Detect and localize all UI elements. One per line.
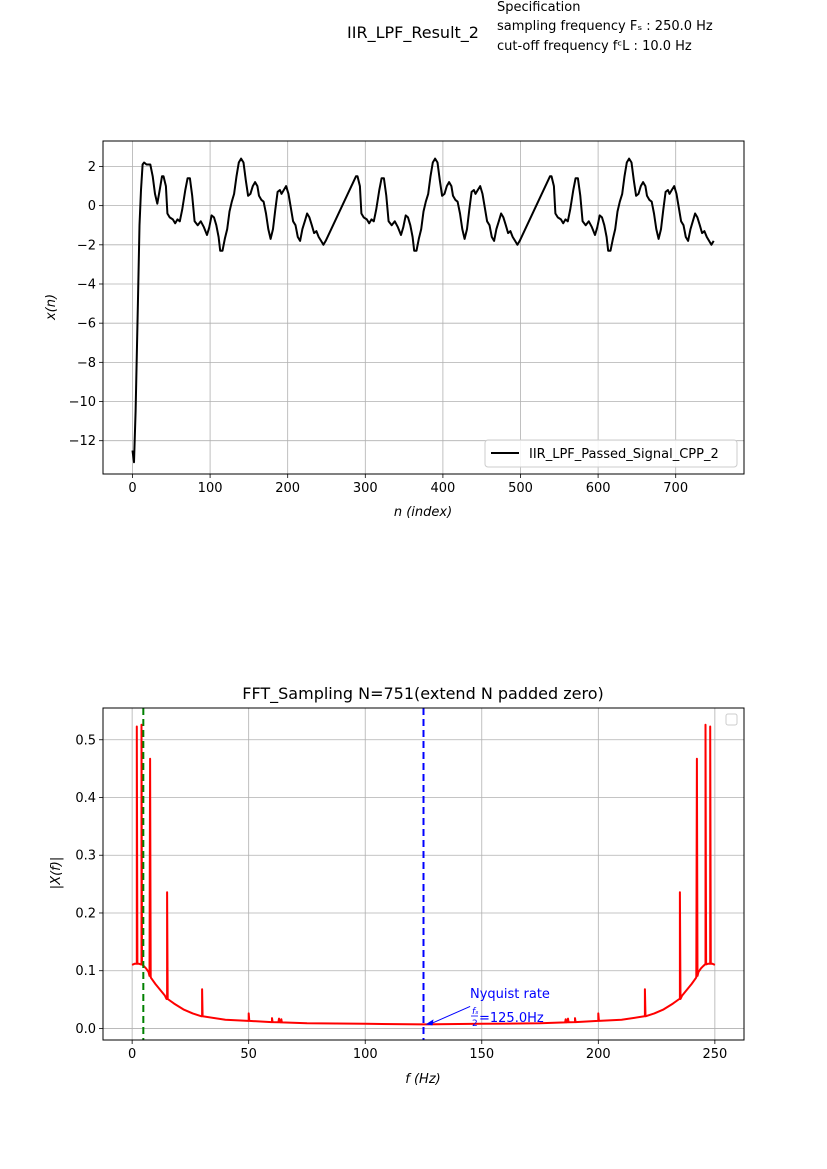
time-plot-ytick-label: −8 bbox=[77, 356, 96, 371]
time-plot-legend: IIR_LPF_Passed_Signal_CPP_2 bbox=[485, 440, 737, 467]
nyquist-annotation-value: =125.0Hz bbox=[479, 1011, 544, 1026]
spec-line-3: cut-off frequency fᶜL : 10.0 Hz bbox=[497, 39, 692, 54]
time-plot-xtick-label: 500 bbox=[508, 481, 533, 496]
figure-suptitle: IIR_LPF_Result_2 bbox=[347, 23, 479, 43]
fft-plot-ytick-label: 0.4 bbox=[75, 791, 96, 806]
time-plot-ytick-label: −4 bbox=[77, 277, 96, 292]
time-plot-xtick-label: 400 bbox=[430, 481, 455, 496]
time-plot-ytick-label: −12 bbox=[69, 434, 96, 449]
fft-plot-xtick-label: 250 bbox=[702, 1047, 727, 1062]
fft-plot-ytick-label: 0.2 bbox=[75, 906, 96, 921]
nyquist-annotation-frac-den: 2 bbox=[472, 1019, 478, 1029]
nyquist-annotation-frac-num: fₛ bbox=[472, 1007, 479, 1017]
fft-plot-ytick-label: 0.3 bbox=[75, 849, 96, 864]
time-plot-xtick-label: 100 bbox=[198, 481, 223, 496]
fft-plot-ytick-label: 0.1 bbox=[75, 964, 96, 979]
fft-plot-xtick-label: 50 bbox=[240, 1047, 257, 1062]
fft-plot-ylabel: |X(f)| bbox=[49, 857, 64, 889]
time-plot-xtick-label: 700 bbox=[663, 481, 688, 496]
fft-plot-title: FFT_Sampling N=751(extend N padded zero) bbox=[242, 684, 603, 704]
fft-plot-empty-legend bbox=[726, 714, 737, 725]
legend-entry-label: IIR_LPF_Passed_Signal_CPP_2 bbox=[529, 447, 719, 462]
time-plot-xtick-label: 200 bbox=[275, 481, 300, 496]
time-plot-ytick-label: −10 bbox=[69, 395, 96, 410]
time-plot-xtick-label: 0 bbox=[128, 481, 136, 496]
fft-plot-xtick-label: 200 bbox=[586, 1047, 611, 1062]
time-plot-ylabel: x(n) bbox=[44, 294, 59, 321]
spec-line-1: Specification bbox=[497, 0, 580, 15]
time-plot-xlabel: n (index) bbox=[394, 505, 452, 520]
time-plot-xtick-label: 300 bbox=[353, 481, 378, 496]
time-plot-xtick-label: 600 bbox=[586, 481, 611, 496]
nyquist-annotation-title: Nyquist rate bbox=[470, 987, 550, 1002]
time-plot-ytick-label: 2 bbox=[88, 160, 96, 175]
fft-plot-ytick-label: 0.5 bbox=[75, 733, 96, 748]
fft-plot-xtick-label: 150 bbox=[469, 1047, 494, 1062]
fft-plot-xtick-label: 0 bbox=[128, 1047, 136, 1062]
spec-line-2: sampling frequency Fₛ : 250.0 Hz bbox=[497, 19, 713, 34]
time-plot-ytick-label: −2 bbox=[77, 238, 96, 253]
fft-plot-xtick-label: 100 bbox=[353, 1047, 378, 1062]
time-plot-ytick-label: 0 bbox=[88, 199, 96, 214]
fft-plot-xlabel: f (Hz) bbox=[405, 1072, 440, 1087]
time-plot-ytick-label: −6 bbox=[77, 317, 96, 332]
fft-plot-ytick-label: 0.0 bbox=[75, 1022, 96, 1037]
